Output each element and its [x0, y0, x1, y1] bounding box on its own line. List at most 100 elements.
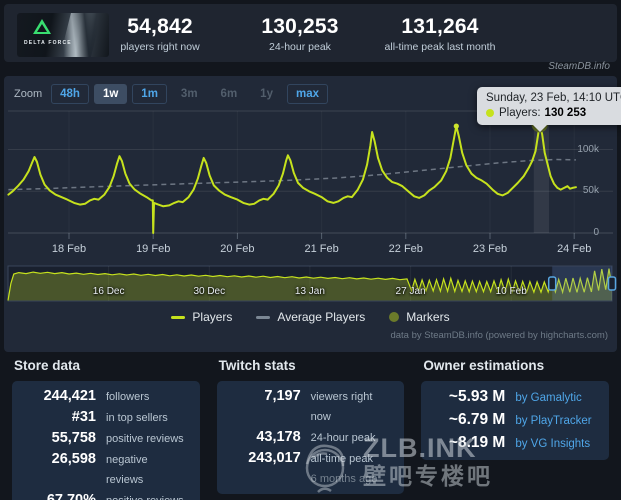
stat-label: players right now	[120, 41, 200, 53]
stat-row-value: ~8.19 M	[448, 434, 506, 451]
navigator-date-label: 27 Jan	[395, 286, 426, 297]
y-axis-label: 50k	[582, 185, 599, 197]
header-stats: 54,842 players right now 130,253 24-hour pe…	[90, 4, 510, 62]
legend-item-players[interactable]: Players	[171, 310, 232, 324]
stat-label: 24-hour peak	[269, 41, 331, 53]
stat-row-label: negative reviews	[106, 454, 148, 486]
chart-tooltip: Sunday, 23 Feb, 14:10 UTC Players: 130 2…	[477, 87, 621, 132]
stat-value: 130,253	[261, 15, 339, 38]
series-line-icon	[256, 315, 271, 319]
owner-estimations-heading: Owner estimations	[423, 358, 545, 373]
stat-row-value: #31	[71, 409, 96, 425]
x-axis-label: 18 Feb	[51, 243, 87, 255]
stat-row-value: 43,178	[256, 429, 301, 445]
legend-label: Markers	[406, 310, 450, 324]
stat-row: 7,197 viewers right now	[229, 386, 393, 427]
stat-row: #31 in top sellers	[24, 407, 188, 428]
zoom-1w-button[interactable]: 1w	[93, 84, 128, 104]
zoom-6m-button: 6m	[212, 84, 247, 104]
x-axis-label: 20 Feb	[220, 243, 255, 255]
zoom-label: Zoom	[14, 88, 43, 100]
zoom-3m-button: 3m	[172, 84, 207, 104]
stat-row-label: viewers right now	[310, 391, 373, 423]
players-series-dot-icon	[486, 109, 494, 117]
stat-row-label[interactable]: by PlayTracker	[515, 415, 592, 427]
legend-label: Average Players	[277, 310, 366, 324]
navigator-date-label: 10 Feb	[495, 286, 527, 297]
y-axis-label: 100k	[577, 143, 599, 155]
header-bar: DELTA FORCE 54,842 players right now 130,2…	[4, 4, 617, 62]
stat-label: all-time peak last month	[384, 41, 496, 53]
stat-value: 131,264	[401, 15, 479, 38]
stat-row: 6 months ago	[229, 469, 393, 489]
stat-row: ~8.19 M by VG Insights	[433, 432, 597, 455]
stat-row-label: 6 months ago	[310, 473, 378, 485]
stat-row-value: 67.70%	[46, 492, 96, 500]
zoom-1m-button[interactable]: 1m	[132, 84, 167, 104]
owner-estimations-section: Owner estimations ~5.93 M by Gamalytic ~6.…	[421, 358, 609, 500]
stat-row-label: 24-hour peak	[310, 432, 376, 444]
stat-row: ~5.93 M by Gamalytic	[433, 386, 597, 409]
store-data-heading: Store data	[14, 358, 81, 373]
zoom-max-button[interactable]: max	[286, 84, 328, 104]
twitch-stats-panel: 7,197 viewers right now 43,178 24-hour peak…	[216, 381, 405, 494]
stat-row: 67.70% positive reviews	[24, 490, 188, 500]
stat-row: 244,421 followers	[24, 386, 188, 407]
chart-legend: Players Average Players Markers	[4, 310, 617, 324]
navigator-date-label: 13 Jan	[294, 286, 325, 297]
twitch-stats-heading: Twitch stats	[218, 358, 296, 373]
tooltip-players-row: Players: 130 253	[486, 107, 621, 119]
store-data-panel: 244,421 followers #31 in top sellers 55,758 p…	[12, 381, 200, 500]
bottom-panels: Store data 244,421 followers #31 in top sel…	[12, 358, 609, 500]
stat-row-label: positive reviews	[106, 491, 184, 500]
zoom-controls: Zoom 48h 1w 1m 3m 6m 1y max	[14, 84, 328, 104]
chart-attribution: data by SteamDB.info (powered by highcha…	[390, 330, 608, 341]
stat-row-value: 26,598	[51, 451, 96, 467]
x-axis-label: 22 Feb	[388, 243, 423, 255]
series-line-icon	[171, 315, 186, 319]
stat-row: ~6.79 M by PlayTracker	[433, 409, 597, 432]
stat-row: 243,017 all-time peak	[229, 448, 393, 469]
stat-row: 26,598 negative reviews	[24, 449, 188, 490]
header-stat-2: 131,264 all-time peak last month	[370, 4, 510, 62]
x-axis-label: 21 Feb	[304, 243, 339, 255]
header-stat-0: 54,842 players right now	[90, 4, 230, 62]
stat-row: 55,758 positive reviews	[24, 428, 188, 449]
stat-row-value: 243,017	[248, 450, 301, 466]
stat-row-label: followers	[106, 391, 150, 403]
delta-force-logo-icon	[33, 19, 51, 34]
navigator-date-label: 30 Dec	[193, 286, 226, 297]
stat-row-value: ~6.79 M	[448, 411, 506, 428]
header-stat-1: 130,253 24-hour peak	[230, 4, 370, 62]
steamdb-watermark: SteamDB.info	[548, 61, 610, 72]
twitch-stats-section: Twitch stats 7,197 viewers right now 43,17…	[216, 358, 405, 500]
legend-item-average-players[interactable]: Average Players	[256, 310, 365, 324]
zoom-48h-button[interactable]: 48h	[51, 84, 89, 104]
store-data-section: Store data 244,421 followers #31 in top sel…	[12, 358, 200, 500]
stat-row-label: positive reviews	[106, 433, 184, 445]
tooltip-series-label: Players:	[499, 107, 541, 119]
stat-row-label[interactable]: by VG Insights	[515, 438, 591, 450]
tooltip-date: Sunday, 23 Feb, 14:10 UTC	[486, 92, 621, 104]
marker-dot-icon	[389, 312, 400, 322]
zoom-1y-button: 1y	[251, 84, 282, 104]
tooltip-arrow	[533, 125, 547, 132]
legend-item-markers[interactable]: Markers	[389, 310, 450, 324]
game-title: DELTA FORCE	[24, 40, 72, 46]
stat-row-label[interactable]: by Gamalytic	[515, 392, 582, 404]
x-axis-label: 19 Feb	[136, 243, 171, 255]
owner-estimations-panel: ~5.93 M by Gamalytic ~6.79 M by PlayTracker…	[421, 381, 609, 460]
y-axis-label: 0	[593, 227, 599, 238]
legend-label: Players	[192, 310, 233, 324]
stat-row: 43,178 24-hour peak	[229, 427, 393, 448]
x-axis-label: 24 Feb	[557, 243, 592, 255]
stat-row-value: 55,758	[51, 430, 96, 446]
navigator-date-label: 16 Dec	[92, 286, 125, 297]
x-axis-label: 23 Feb	[472, 243, 508, 255]
game-capsule[interactable]: DELTA FORCE	[17, 13, 109, 57]
tooltip-value: 130 253	[544, 107, 587, 119]
stat-row-label: in top sellers	[106, 412, 168, 424]
stat-row-value: 244,421	[43, 388, 96, 404]
stat-row-value: 7,197	[264, 388, 301, 404]
